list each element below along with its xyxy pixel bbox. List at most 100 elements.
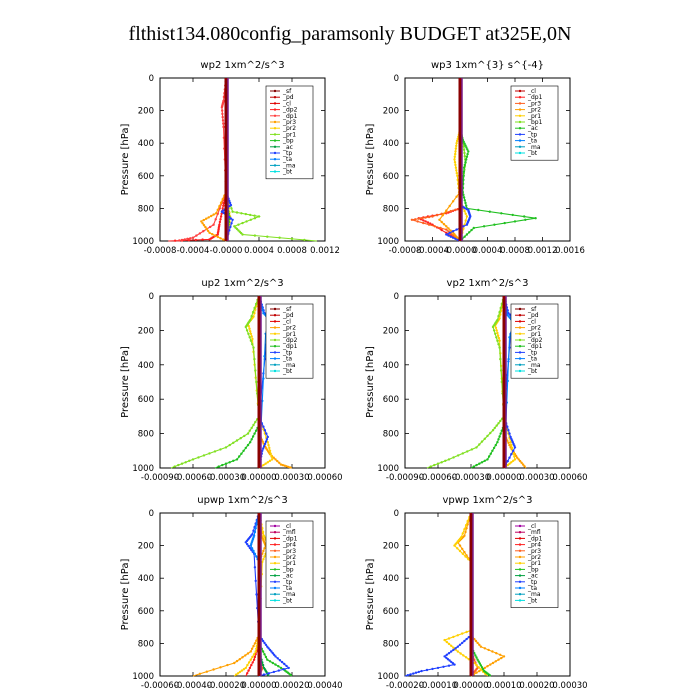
series-point xyxy=(492,446,496,450)
legend-label: _bt xyxy=(282,368,293,375)
series-point xyxy=(496,331,499,335)
series-point xyxy=(254,420,257,424)
series-point xyxy=(278,236,281,239)
series-point xyxy=(467,558,470,561)
series-point xyxy=(508,313,512,316)
series-point xyxy=(287,666,290,670)
series-point xyxy=(464,219,467,222)
legend-marker xyxy=(273,568,277,571)
series-point xyxy=(262,445,266,448)
legend-marker xyxy=(273,345,277,348)
legend-marker xyxy=(518,555,522,559)
series-point xyxy=(447,234,450,237)
legend-label: _mfl xyxy=(282,529,296,536)
x-tick-label: 0.0012 xyxy=(528,246,558,256)
series-point xyxy=(448,659,451,662)
series-point xyxy=(456,645,459,648)
series-point xyxy=(475,656,478,659)
series-point xyxy=(282,668,285,671)
series-point xyxy=(466,450,469,453)
series-point xyxy=(254,527,257,530)
legend-label: _sf xyxy=(282,88,292,95)
series-point xyxy=(249,658,252,661)
legend-label: _ma xyxy=(527,144,541,151)
series-point xyxy=(251,343,254,346)
legend-marker xyxy=(518,96,522,99)
series-point xyxy=(202,218,205,222)
series-point xyxy=(463,142,466,145)
series-point xyxy=(455,228,458,231)
legend-label: _dp1 xyxy=(282,343,298,350)
series-point xyxy=(250,647,254,650)
legend-label: _dp2 xyxy=(282,107,298,114)
series-point xyxy=(270,455,273,458)
series-point xyxy=(213,234,217,237)
series-point xyxy=(513,458,517,461)
series-point xyxy=(219,201,223,204)
panel-title: vp2 1xm^2/s^3 xyxy=(447,278,529,289)
series-point xyxy=(220,106,224,109)
y-tick-label: 800 xyxy=(383,430,399,440)
series-point xyxy=(474,654,477,657)
series-point xyxy=(247,332,250,335)
series-point xyxy=(497,343,500,346)
series-point xyxy=(497,658,500,661)
legend-marker xyxy=(518,524,522,528)
series-point xyxy=(242,668,246,671)
x-tick-label: -0.0000 xyxy=(444,246,477,256)
series-point xyxy=(439,226,442,230)
series-point xyxy=(208,452,211,455)
series-point xyxy=(252,653,256,656)
series-point xyxy=(261,650,265,653)
legend-label: _bp xyxy=(527,566,539,573)
series-point xyxy=(456,238,459,242)
series-point xyxy=(463,199,466,202)
legend-marker xyxy=(518,102,522,105)
series-point xyxy=(491,429,495,432)
x-tick-label: -0.00040 xyxy=(174,681,212,691)
legend-label: _ma xyxy=(527,591,541,598)
series-point xyxy=(480,666,484,669)
series-point xyxy=(446,658,450,661)
series-point xyxy=(205,670,208,673)
legend-box xyxy=(510,85,559,161)
series-point xyxy=(262,447,265,450)
series-point xyxy=(228,443,231,447)
series-point xyxy=(431,215,434,218)
series-point xyxy=(451,236,455,239)
series-point xyxy=(489,452,492,455)
x-tick-label: 0.0008 xyxy=(277,246,307,256)
series-point xyxy=(235,673,238,676)
series-point xyxy=(442,665,445,668)
series-point xyxy=(249,339,253,342)
series-point xyxy=(443,655,446,658)
series-point xyxy=(262,673,266,676)
series-point xyxy=(249,441,252,444)
series-point xyxy=(290,237,294,240)
series-line-dp2 xyxy=(170,295,260,469)
series-point xyxy=(180,462,184,465)
series-point xyxy=(462,227,465,230)
series-point xyxy=(251,435,255,438)
y-tick-label: 0 xyxy=(394,292,399,302)
legend-marker xyxy=(273,127,277,130)
series-point xyxy=(250,314,253,318)
series-point xyxy=(494,443,497,447)
series-point xyxy=(263,555,266,558)
x-tick-label: -0.00030 xyxy=(207,473,245,483)
x-tick-label: 0.00060 xyxy=(552,473,587,483)
series-point xyxy=(263,313,267,316)
series-point xyxy=(221,198,224,201)
series-point xyxy=(274,655,277,658)
series-point xyxy=(189,237,192,240)
series-point xyxy=(508,336,511,339)
series-point xyxy=(217,465,220,468)
series-point xyxy=(498,310,501,314)
series-point xyxy=(465,630,468,634)
series-line-dp1 xyxy=(176,77,227,242)
legend-label: _pr2 xyxy=(527,554,541,561)
legend-marker xyxy=(518,369,522,373)
series-point xyxy=(463,163,466,167)
series-point xyxy=(447,458,451,461)
series-point xyxy=(447,642,451,646)
